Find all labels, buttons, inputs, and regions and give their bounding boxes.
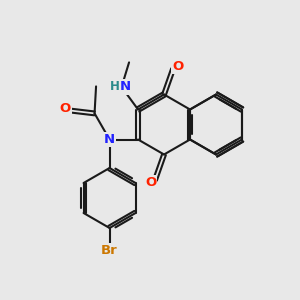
Text: O: O [145,176,156,190]
Text: O: O [60,102,71,116]
Text: O: O [172,59,183,73]
Text: Br: Br [101,244,118,257]
Text: N: N [120,80,131,94]
Text: H: H [110,80,120,94]
Text: N: N [104,133,115,146]
